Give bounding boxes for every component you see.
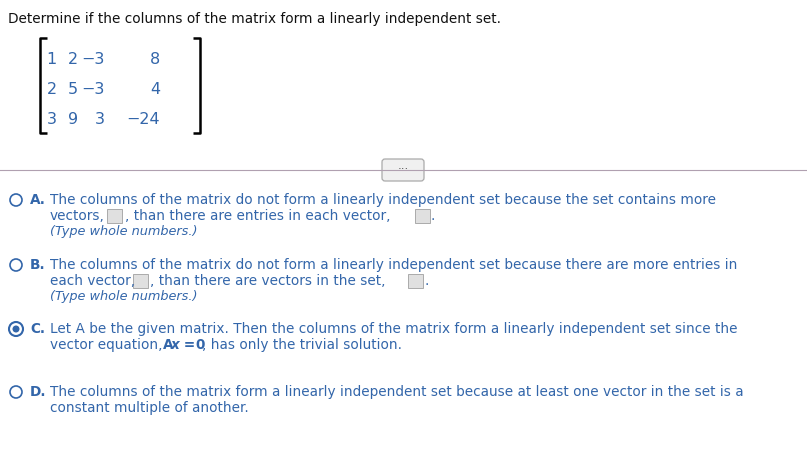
Text: The columns of the matrix do not form a linearly independent set because there a: The columns of the matrix do not form a …: [50, 258, 738, 272]
Text: −24: −24: [127, 112, 160, 127]
Text: each vector,: each vector,: [50, 274, 135, 288]
FancyBboxPatch shape: [382, 159, 424, 181]
Text: A: A: [163, 338, 174, 352]
Text: , than there are entries in each vector,: , than there are entries in each vector,: [125, 209, 391, 223]
FancyBboxPatch shape: [408, 274, 423, 288]
Text: Let A be the given matrix. Then the columns of the matrix form a linearly indepe: Let A be the given matrix. Then the colu…: [50, 322, 738, 336]
Text: 8: 8: [150, 52, 160, 67]
Text: (Type whole numbers.): (Type whole numbers.): [50, 225, 198, 238]
Text: 0: 0: [195, 338, 204, 352]
Text: −3: −3: [82, 52, 105, 67]
Text: vectors,: vectors,: [50, 209, 105, 223]
Text: (Type whole numbers.): (Type whole numbers.): [50, 290, 198, 303]
FancyBboxPatch shape: [107, 209, 122, 223]
Text: B.: B.: [30, 258, 46, 272]
Text: 2: 2: [68, 52, 78, 67]
Text: 9: 9: [68, 112, 78, 127]
Text: vector equation,: vector equation,: [50, 338, 167, 352]
Text: constant multiple of another.: constant multiple of another.: [50, 401, 249, 415]
Text: 2: 2: [47, 82, 57, 97]
FancyBboxPatch shape: [415, 209, 430, 223]
Text: , has only the trivial solution.: , has only the trivial solution.: [202, 338, 402, 352]
Text: The columns of the matrix do not form a linearly independent set because the set: The columns of the matrix do not form a …: [50, 193, 716, 207]
Text: C.: C.: [30, 322, 45, 336]
Text: 3: 3: [95, 112, 105, 127]
Text: The columns of the matrix form a linearly independent set because at least one v: The columns of the matrix form a linearl…: [50, 385, 743, 399]
Text: 1: 1: [47, 52, 57, 67]
Text: 4: 4: [150, 82, 160, 97]
Text: D.: D.: [30, 385, 47, 399]
Text: , than there are vectors in the set,: , than there are vectors in the set,: [150, 274, 386, 288]
Text: 5: 5: [68, 82, 78, 97]
Text: .: .: [424, 274, 429, 288]
Text: x: x: [171, 338, 180, 352]
FancyBboxPatch shape: [133, 274, 148, 288]
Text: −3: −3: [82, 82, 105, 97]
Text: =: =: [179, 338, 200, 352]
Text: .: .: [431, 209, 435, 223]
Text: A.: A.: [30, 193, 46, 207]
Text: ···: ···: [397, 163, 408, 177]
Text: Determine if the columns of the matrix form a linearly independent set.: Determine if the columns of the matrix f…: [8, 12, 501, 26]
Text: 3: 3: [47, 112, 57, 127]
Circle shape: [12, 325, 19, 333]
